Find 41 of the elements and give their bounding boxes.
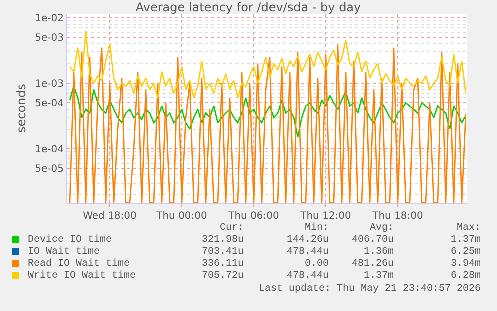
legend-label: Write IO Wait time [28, 270, 136, 282]
text: 336.11u [202, 259, 244, 270]
text: Max: [457, 223, 482, 234]
text: 478.44u [287, 247, 330, 258]
text: Avg: [370, 223, 394, 234]
legend-label: IO Wait time [28, 246, 100, 258]
legend-label: Read IO Wait time [28, 258, 130, 270]
line-series [69, 44, 467, 203]
text: 1.36m [364, 247, 394, 258]
text: 481.26u [352, 259, 394, 270]
x-tick-label: Thu 00:00 [156, 211, 208, 222]
text: 406.70u [352, 235, 394, 246]
legend-label: Device IO time [28, 234, 112, 246]
text: Last update: Thu May 21 23:40:57 2026 [259, 283, 482, 295]
y-tick-label: 5e-03 [35, 33, 64, 44]
text: 0.00 [305, 259, 330, 270]
x-tick-label: Thu 18:00 [372, 211, 424, 222]
y-tick-label: 5e-04 [35, 98, 64, 110]
y-tick-label: 1e-02 [35, 13, 64, 24]
text: 705.72u [202, 271, 244, 282]
text: 6.28m [451, 271, 482, 282]
text: 478.44u [287, 271, 330, 282]
text: 144.26u [287, 235, 330, 246]
text: 321.98u [202, 235, 244, 246]
text: 6.25m [451, 247, 482, 258]
x-tick-label: Thu 06:00 [228, 211, 280, 222]
text: 3.94m [451, 259, 482, 270]
y-tick-label: 1e-04 [35, 144, 64, 156]
y-axis-title: seconds [14, 84, 28, 134]
y-tick-label: 1e-03 [35, 79, 64, 90]
text: 1.37m [451, 235, 482, 246]
text: Min: [305, 222, 330, 234]
line-series [69, 30, 467, 99]
x-tick-label: Thu 12:00 [300, 211, 352, 222]
y-tick-label: 5e-05 [35, 164, 64, 176]
text: 703.41u [202, 247, 244, 258]
text: Cur: [220, 223, 244, 234]
chart-title: Average latency for /dev/sda - by day [136, 0, 362, 14]
line-series [69, 86, 467, 138]
x-tick-label: Wed 18:00 [83, 211, 137, 222]
text: 1.37m [364, 271, 394, 282]
